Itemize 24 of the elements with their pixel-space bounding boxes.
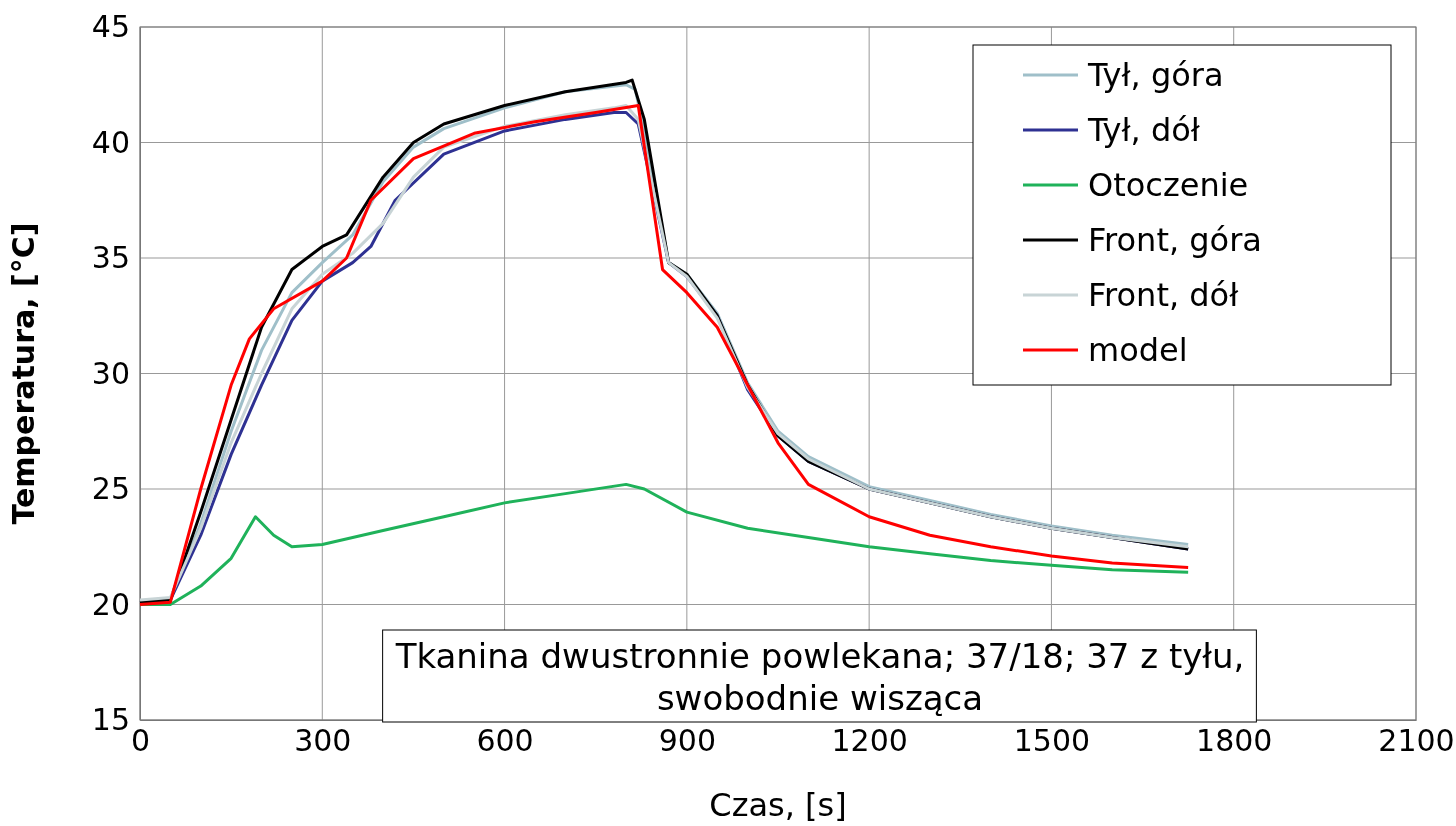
legend-label: Tył, góra [1087, 56, 1224, 94]
y-tick-label: 15 [91, 702, 130, 738]
x-tick-label: 1500 [1013, 723, 1091, 759]
x-tick-label: 0 [130, 723, 151, 759]
x-axis-title: Czas, [s] [709, 786, 847, 824]
x-tick-label: 1800 [1196, 723, 1273, 759]
x-tick-label: 1200 [831, 723, 908, 759]
y-tick-label: 20 [91, 586, 130, 622]
annotation: Tkanina dwustronnie powlekana; 37/18; 37 z tyłu, swobodnie wisząca [394, 636, 1245, 718]
x-tick-label: 600 [476, 723, 534, 759]
y-tick-label: 40 [91, 124, 130, 160]
legend-label: Front, dół [1088, 276, 1240, 314]
y-tick-label: 25 [91, 471, 130, 507]
x-tick-label: 900 [658, 723, 716, 759]
x-tick-label: 300 [294, 723, 352, 759]
legend-label: Tył, dół [1087, 111, 1201, 149]
x-tick-label: 2100 [1378, 723, 1455, 759]
y-tick-label: 35 [91, 240, 130, 276]
legend-label: Otoczenie [1088, 166, 1249, 204]
y-axis-title: Temperatura, [°C] [6, 222, 41, 525]
legend-label: model [1088, 331, 1188, 369]
legend-label: Front, góra [1088, 221, 1262, 259]
y-tick-label: 45 [91, 9, 130, 45]
y-tick-label: 30 [91, 355, 130, 391]
